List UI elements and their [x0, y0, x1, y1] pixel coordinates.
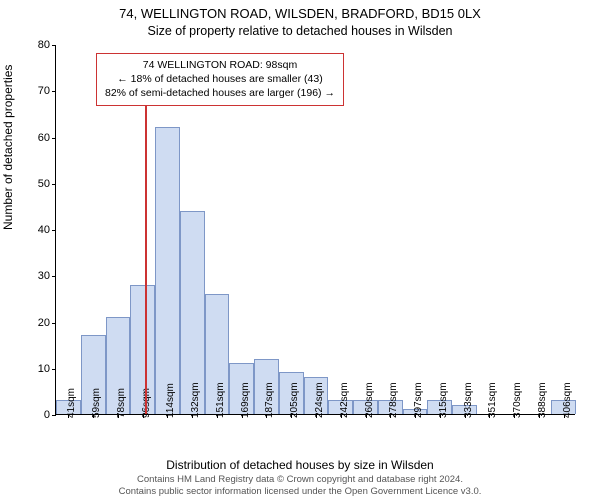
x-tick-label: 242sqm: [339, 382, 350, 418]
x-tick-label: 205sqm: [289, 382, 300, 418]
x-tick-label: 370sqm: [512, 382, 523, 418]
title-line-1: 74, WELLINGTON ROAD, WILSDEN, BRADFORD, …: [0, 6, 600, 21]
x-tick-label: 406sqm: [562, 382, 573, 418]
info-box-line: ← 18% of detached houses are smaller (43…: [105, 72, 335, 86]
info-box: 74 WELLINGTON ROAD: 98sqm← 18% of detach…: [96, 53, 344, 106]
x-tick-label: 114sqm: [165, 383, 176, 418]
x-tick-label: 59sqm: [91, 388, 102, 418]
x-tick-label: 315sqm: [438, 382, 449, 418]
x-tick-label: 333sqm: [463, 382, 474, 418]
x-tick-label: 169sqm: [240, 382, 251, 418]
x-tick-label: 260sqm: [364, 382, 375, 418]
info-box-line: 74 WELLINGTON ROAD: 98sqm: [105, 58, 335, 72]
title-line-2: Size of property relative to detached ho…: [0, 24, 600, 38]
plot-area: 0102030405060708041sqm59sqm78sqm96sqm114…: [55, 45, 575, 415]
property-marker-line: [145, 90, 147, 414]
footer-line-1: Contains HM Land Registry data © Crown c…: [0, 474, 600, 485]
x-tick-label: 351sqm: [487, 382, 498, 418]
x-tick-label: 278sqm: [388, 382, 399, 418]
chart-container: 74, WELLINGTON ROAD, WILSDEN, BRADFORD, …: [0, 0, 600, 500]
x-tick-label: 132sqm: [190, 382, 201, 418]
y-axis-label: Number of detached properties: [1, 65, 15, 230]
info-box-line: 82% of semi-detached houses are larger (…: [105, 86, 335, 100]
x-tick-label: 297sqm: [413, 382, 424, 418]
x-tick-label: 224sqm: [314, 382, 325, 418]
x-axis-label: Distribution of detached houses by size …: [0, 458, 600, 472]
x-tick-label: 187sqm: [264, 382, 275, 418]
x-tick-label: 388sqm: [537, 382, 548, 418]
plot-inner: 0102030405060708041sqm59sqm78sqm96sqm114…: [55, 45, 575, 415]
footer-line-2: Contains public sector information licen…: [0, 486, 600, 497]
x-tick-label: 78sqm: [116, 388, 127, 418]
histogram-bar: [155, 127, 180, 414]
x-tick-label: 151sqm: [215, 382, 226, 418]
x-tick-label: 41sqm: [66, 388, 77, 418]
footer-attribution: Contains HM Land Registry data © Crown c…: [0, 474, 600, 497]
